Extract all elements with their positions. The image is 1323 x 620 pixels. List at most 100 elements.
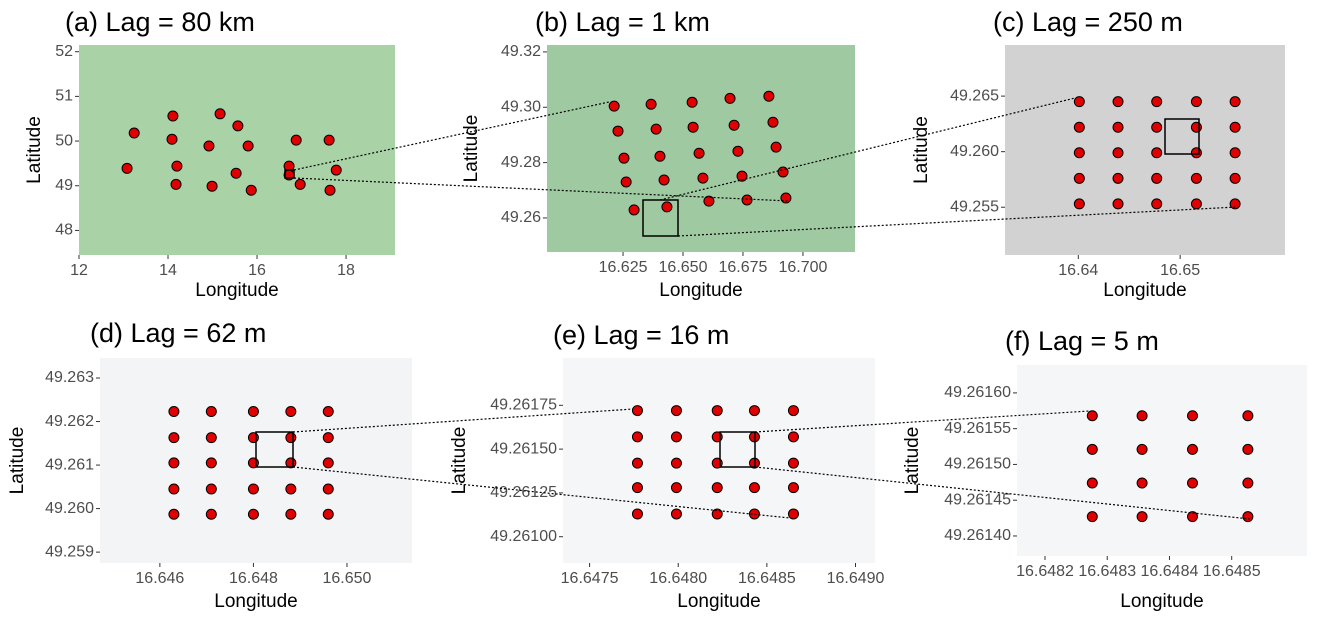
point (206, 433, 216, 443)
point (788, 458, 798, 468)
point (243, 141, 253, 151)
point (725, 93, 735, 103)
point (233, 121, 243, 131)
point (609, 101, 619, 111)
y-tick-label: 49.26155 (944, 420, 1011, 437)
map-background (79, 45, 395, 255)
point (688, 122, 698, 132)
point (1074, 173, 1084, 183)
panel-title: (b) Lag = 1 km (535, 7, 710, 37)
x-tick-label: 16.6482 (1016, 563, 1074, 580)
x-tick-label: 16.648 (229, 570, 278, 587)
point (1243, 411, 1253, 421)
point (1152, 148, 1162, 158)
x-tick-label: 16.6484 (1141, 563, 1199, 580)
point (1230, 97, 1240, 107)
panel: (f) Lag = 5 mLongitudeLatitude16.648216.… (902, 326, 1307, 612)
point (1191, 173, 1201, 183)
point (323, 407, 333, 417)
point (671, 509, 681, 519)
y-tick-label: 49.261 (45, 456, 94, 473)
point (1187, 444, 1197, 454)
point (694, 148, 704, 158)
point (168, 111, 178, 121)
map-background (1017, 365, 1307, 556)
point (1191, 199, 1201, 209)
panel-title: (c) Lag = 250 m (993, 7, 1183, 37)
y-tick-label: 49.26145 (944, 491, 1011, 508)
point (1152, 122, 1162, 132)
point (331, 165, 341, 175)
y-tick-label: 49.26160 (944, 384, 1011, 401)
y-tick-label: 49.263 (45, 369, 94, 386)
point (1074, 199, 1084, 209)
point (788, 432, 798, 442)
point (671, 432, 681, 442)
x-tick-label: 16.646 (135, 570, 184, 587)
point (662, 202, 672, 212)
point (286, 509, 296, 519)
point (1137, 478, 1147, 488)
point (231, 168, 241, 178)
point (1137, 411, 1147, 421)
x-tick-label: 16.6490 (827, 570, 885, 587)
x-tick-label: 16.650 (323, 570, 372, 587)
point (632, 509, 642, 519)
point (323, 433, 333, 443)
point (613, 126, 623, 136)
y-tick-label: 49.26175 (490, 397, 557, 414)
point (788, 406, 798, 416)
point (687, 97, 697, 107)
x-tick-label: 16.625 (599, 259, 648, 276)
point (712, 406, 722, 416)
y-axis-label: Latitude (24, 116, 45, 184)
point (1243, 512, 1253, 522)
point (1113, 148, 1123, 158)
y-tick-label: 49.265 (950, 87, 999, 104)
panel: (d) Lag = 62 mLongitudeLatitude16.64616.… (7, 318, 412, 612)
x-tick-label: 16.6485 (1203, 563, 1261, 580)
point (621, 177, 631, 187)
y-tick-label: 49.260 (950, 143, 999, 160)
x-axis-label: Longitude (677, 591, 760, 612)
point (749, 406, 759, 416)
y-tick-label: 49.262 (45, 413, 94, 430)
y-tick-label: 51 (55, 88, 73, 105)
point (1087, 512, 1097, 522)
point (286, 484, 296, 494)
point (1230, 148, 1240, 158)
y-axis-label: Latitude (461, 115, 482, 183)
x-tick-label: 16.64 (1058, 262, 1098, 279)
point (172, 161, 182, 171)
x-tick-label: 16.6480 (649, 570, 707, 587)
point (629, 205, 639, 215)
x-tick-label: 16.6483 (1078, 563, 1136, 580)
point (768, 117, 778, 127)
panel: (c) Lag = 250 mLongitudeLatitude16.6416.… (911, 7, 1285, 301)
x-axis-label: Longitude (1120, 591, 1203, 612)
point (1187, 478, 1197, 488)
x-tick-label: 18 (337, 262, 355, 279)
y-tick-label: 49.32 (501, 43, 541, 60)
point (771, 142, 781, 152)
point (206, 458, 216, 468)
point (324, 135, 334, 145)
point (207, 181, 217, 191)
point (1137, 512, 1147, 522)
point (671, 483, 681, 493)
point (749, 483, 759, 493)
point (1230, 122, 1240, 132)
point (1243, 444, 1253, 454)
map-background (1005, 45, 1285, 255)
point (129, 128, 139, 138)
panel-title: (e) Lag = 16 m (553, 320, 729, 350)
figure: (a) Lag = 80 kmLongitudeLatitude12141618… (0, 0, 1323, 615)
point (646, 99, 656, 109)
point (169, 509, 179, 519)
x-tick-label: 16.700 (778, 259, 827, 276)
point (286, 433, 296, 443)
point (619, 153, 629, 163)
point (781, 193, 791, 203)
